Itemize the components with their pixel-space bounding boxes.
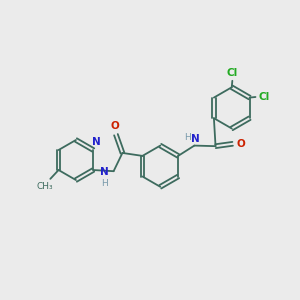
Text: O: O xyxy=(236,139,245,149)
Text: CH₃: CH₃ xyxy=(37,182,53,191)
Text: N: N xyxy=(100,167,109,177)
Text: N: N xyxy=(92,137,101,147)
Text: H: H xyxy=(101,179,108,188)
Text: O: O xyxy=(110,122,119,131)
Text: Cl: Cl xyxy=(258,92,270,102)
Text: Cl: Cl xyxy=(227,68,238,78)
Text: H: H xyxy=(184,133,191,142)
Text: N: N xyxy=(190,134,199,144)
